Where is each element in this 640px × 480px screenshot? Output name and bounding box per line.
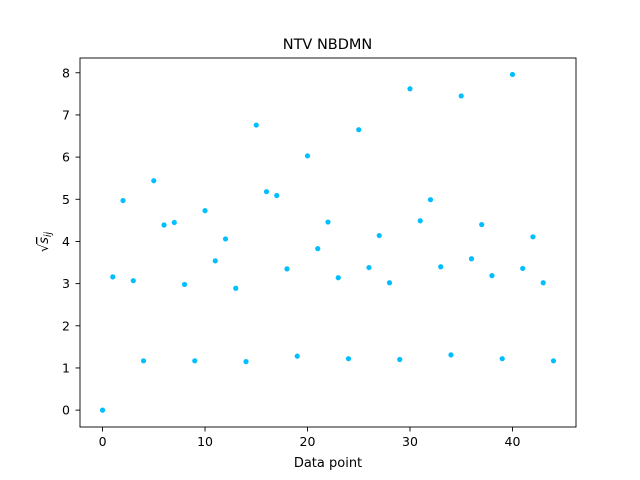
chart-title: NTV NBDMN (283, 37, 373, 53)
data-point (335, 275, 341, 281)
y-axis-label-radical: √ (37, 243, 52, 252)
data-point (233, 285, 239, 291)
data-point (427, 197, 434, 203)
y-axis-label: √sij (37, 231, 54, 252)
data-point (253, 122, 259, 128)
x-axis-label: Data point (294, 456, 362, 471)
y-tick-label: 4 (62, 234, 70, 249)
x-tick-label: 40 (505, 434, 521, 449)
data-point (325, 219, 331, 225)
data-point (222, 236, 229, 242)
data-point (151, 178, 157, 184)
y-tick-label: 0 (62, 403, 70, 418)
data-point (356, 127, 362, 133)
data-point (479, 221, 485, 228)
data-point (110, 274, 116, 280)
data-point (407, 86, 413, 92)
data-point (99, 407, 106, 413)
plot-frame (79, 57, 577, 428)
data-point (284, 266, 290, 272)
data-points (99, 71, 557, 413)
data-point (499, 356, 505, 362)
data-point (366, 264, 372, 271)
x-tick-label: 10 (197, 434, 213, 449)
data-point (397, 356, 403, 363)
data-point (263, 189, 270, 195)
data-point (202, 208, 208, 214)
data-point (540, 280, 546, 286)
y-tick-label: 1 (62, 360, 70, 375)
data-point (243, 359, 249, 365)
data-point (438, 264, 444, 270)
y-axis-label-subscript: ij (43, 231, 54, 237)
data-point (212, 258, 218, 264)
data-point (458, 93, 464, 99)
data-point (120, 197, 126, 204)
y-tick-label: 5 (62, 192, 70, 207)
data-point (417, 218, 423, 224)
data-point (376, 232, 382, 239)
data-point (274, 192, 280, 199)
data-point (550, 358, 557, 364)
data-point (171, 219, 177, 226)
data-point (386, 280, 393, 286)
data-point (315, 246, 321, 252)
data-point (192, 358, 198, 364)
x-tick-label: 0 (99, 434, 107, 449)
y-tick-label: 2 (62, 318, 70, 333)
data-point (345, 356, 352, 362)
data-point (140, 358, 147, 364)
y-axis: 0 1 2 3 4 5 6 7 8 (62, 65, 80, 418)
x-axis: 0 10 20 30 40 (99, 427, 521, 449)
data-point (448, 352, 454, 358)
data-point (181, 281, 188, 288)
data-point (509, 71, 516, 78)
data-point (130, 278, 136, 284)
y-tick-label: 7 (62, 107, 70, 122)
y-tick-label: 6 (62, 150, 70, 165)
y-axis-label-base: s (37, 237, 52, 244)
data-point (489, 273, 495, 279)
data-point (304, 153, 311, 159)
data-point (468, 256, 475, 262)
y-tick-label: 3 (62, 276, 70, 291)
data-point (161, 222, 167, 228)
y-tick-label: 8 (62, 65, 70, 80)
data-point (520, 265, 526, 272)
x-tick-label: 30 (402, 434, 418, 449)
data-point (530, 234, 536, 240)
data-point (294, 353, 300, 359)
x-tick-label: 20 (300, 434, 316, 449)
